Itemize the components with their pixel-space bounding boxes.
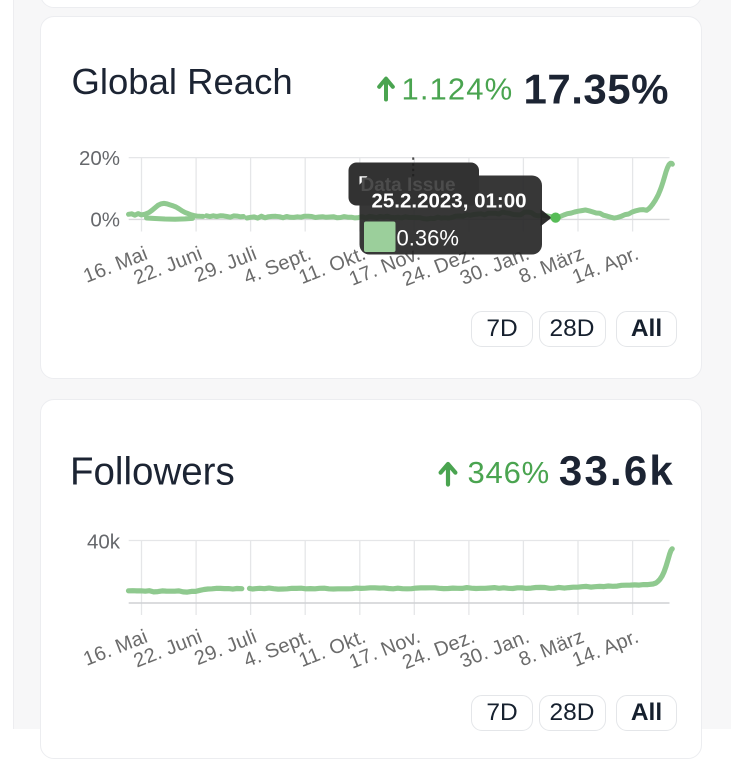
svg-text:1.124%: 1.124%: [402, 71, 514, 106]
svg-text:25.2.2023, 01:00: 25.2.2023, 01:00: [372, 189, 527, 212]
svg-text:Followers: Followers: [70, 451, 235, 494]
svg-text:Data Issue: Data Issue: [361, 175, 456, 196]
svg-text:0.36%: 0.36%: [397, 225, 459, 250]
svg-text:20%: 20%: [79, 147, 120, 170]
svg-text:0%: 0%: [90, 209, 120, 232]
svg-text:17.35%: 17.35%: [524, 65, 669, 112]
svg-text:33.6k: 33.6k: [559, 447, 675, 494]
svg-text:346%: 346%: [468, 455, 551, 490]
svg-text:Global Reach: Global Reach: [72, 61, 293, 102]
svg-text:40k: 40k: [87, 530, 121, 553]
